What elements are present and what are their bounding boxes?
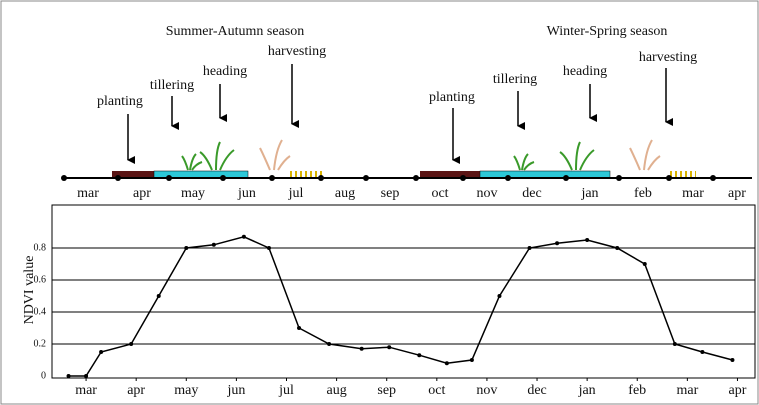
stage-label: planting <box>97 94 143 109</box>
stage-label: heading <box>203 64 247 79</box>
timeline-dot <box>460 175 466 181</box>
data-point <box>67 374 71 378</box>
data-point <box>387 345 391 349</box>
timeline-month: may <box>181 186 205 201</box>
data-line <box>69 237 733 376</box>
data-point <box>417 353 421 357</box>
season-title: Summer-Autumn season <box>166 24 305 39</box>
y-tick-label: 0.6 <box>34 274 47 285</box>
x-tick-label: jan <box>578 383 596 398</box>
data-point <box>327 342 331 346</box>
stage-label: tillering <box>150 78 194 93</box>
x-tick-label: apr <box>729 383 747 398</box>
stage-label: heading <box>563 64 607 79</box>
x-tick-label: aug <box>326 383 346 398</box>
timeline-month: dec <box>522 186 541 201</box>
data-point <box>615 246 619 250</box>
timeline-dot <box>616 175 622 181</box>
season-title: Winter-Spring season <box>547 24 668 39</box>
data-point <box>730 358 734 362</box>
data-point <box>700 350 704 354</box>
data-point <box>267 246 271 250</box>
stage-label: tillering <box>493 72 537 87</box>
timeline-month: jul <box>288 186 304 201</box>
plot-frame <box>52 205 755 378</box>
x-tick-label: jun <box>226 383 245 398</box>
data-point <box>673 342 677 346</box>
y-tick-label: 0.4 <box>34 306 47 317</box>
data-point <box>585 238 589 242</box>
x-tick-label: apr <box>127 383 145 398</box>
data-point <box>445 361 449 365</box>
x-tick-label: feb <box>628 383 646 398</box>
figure: Summer-Autumn season Winter-Spring seaso… <box>0 0 759 405</box>
data-point <box>84 374 88 378</box>
data-point <box>129 342 133 346</box>
timeline-dot <box>710 175 716 181</box>
timeline-month: apr <box>133 186 151 201</box>
x-tick-label: sep <box>377 383 396 398</box>
timeline-month: feb <box>634 186 652 201</box>
y-tick-label: 0.8 <box>34 242 47 253</box>
timeline-month: jun <box>237 186 256 201</box>
data-point <box>497 294 501 298</box>
stage-label: harvesting <box>639 50 697 65</box>
x-tick-label: mar <box>75 383 97 398</box>
timeline-month: mar <box>77 186 99 201</box>
data-point <box>157 294 161 298</box>
timeline-month: sep <box>381 186 400 201</box>
timeline-dot <box>269 175 275 181</box>
timeline-dot <box>666 175 672 181</box>
data-point <box>643 262 647 266</box>
timeline-dot <box>413 175 419 181</box>
timeline-dot <box>505 175 511 181</box>
timeline-dot <box>318 175 324 181</box>
timeline-month: oct <box>431 186 448 201</box>
data-point <box>360 347 364 351</box>
x-tick-label: mar <box>676 383 698 398</box>
timeline-bars <box>112 171 696 178</box>
x-tick-label: dec <box>527 383 546 398</box>
timeline-month: nov <box>477 186 498 201</box>
data-point <box>242 235 246 239</box>
timeline-dot <box>563 175 569 181</box>
x-tick-label: oct <box>428 383 445 398</box>
x-tick-label: nov <box>476 383 497 398</box>
data-point <box>528 246 532 250</box>
y-tick-label: 0 <box>41 370 46 381</box>
plant-icons <box>182 140 660 170</box>
data-point <box>297 326 301 330</box>
stage-label: planting <box>429 90 475 105</box>
timeline-month: jan <box>580 186 598 201</box>
timeline-month: apr <box>728 186 746 201</box>
timeline-month: aug <box>335 186 355 201</box>
data-point <box>212 243 216 247</box>
data-point <box>184 246 188 250</box>
x-tick-label: jul <box>278 383 294 398</box>
data-point <box>470 358 474 362</box>
x-tick-label: may <box>174 383 198 398</box>
timeline-dot <box>115 175 121 181</box>
y-tick-label: 0.2 <box>34 338 47 349</box>
timeline-dot <box>220 175 226 181</box>
stage-label: harvesting <box>268 44 326 59</box>
timeline-dot <box>61 175 67 181</box>
data-point <box>99 350 103 354</box>
timeline-dot <box>166 175 172 181</box>
timeline-month: mar <box>682 186 704 201</box>
timeline-dot <box>363 175 369 181</box>
data-point <box>555 241 559 245</box>
